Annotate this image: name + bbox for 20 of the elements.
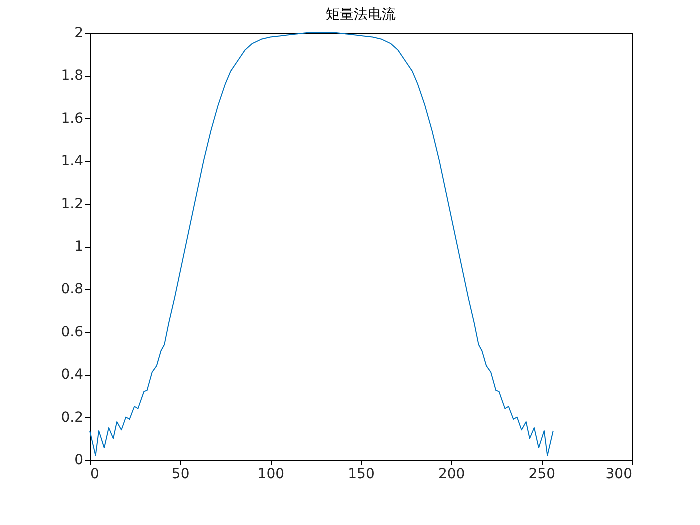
y-tick-label: 1.6: [61, 110, 84, 127]
y-tick-label: 1.4: [61, 154, 84, 170]
y-tick-label: 2: [74, 26, 84, 42]
x-tick-label: 100: [258, 466, 285, 482]
line-series: [90, 32, 554, 456]
y-tick-label: 0: [74, 452, 84, 468]
x-tick-label: 50: [172, 466, 190, 482]
y-tick-label: 1.8: [61, 68, 84, 84]
x-tick-label: 200: [438, 466, 466, 482]
y-tick-label: 0.6: [61, 324, 84, 340]
chart-title: 矩量法电流: [326, 7, 396, 23]
x-tick-label: 150: [348, 466, 375, 482]
y-tick-label: 1.2: [61, 196, 84, 212]
x-tick-label: 0: [90, 466, 100, 482]
x-tick-label: 250: [528, 466, 556, 482]
y-tick-label: 1: [74, 239, 84, 255]
x-tick-label: 300: [606, 466, 632, 482]
y-tick-label: 0.2: [61, 410, 84, 426]
y-tick-label: 0.4: [61, 367, 84, 384]
y-tick-label: 0.8: [61, 282, 84, 298]
